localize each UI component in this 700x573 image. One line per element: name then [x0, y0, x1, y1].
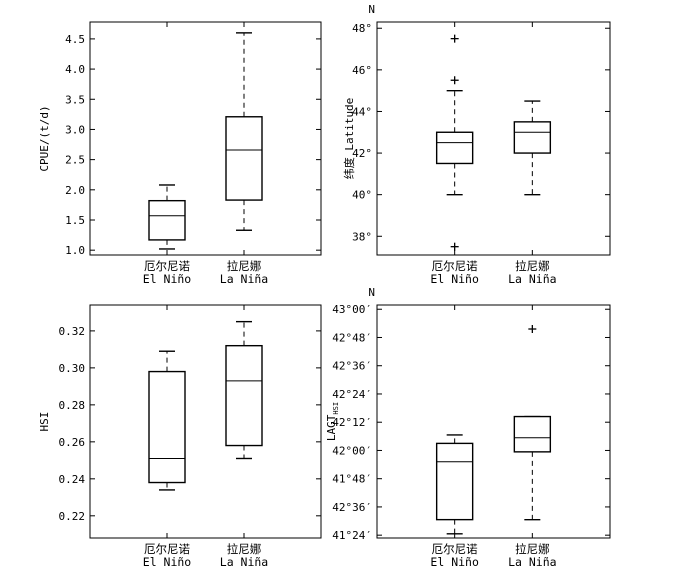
panel-cpue: 1.0 1.5 2.0 2.5 3.0 3.5 4.0 4.5 CPUE/(t/d) 厄尔尼诺El… [38, 21, 322, 286]
unit-label: N [368, 286, 375, 299]
iqr-box [513, 121, 552, 154]
category-label-cn: 拉尼娜 [515, 259, 550, 273]
axes-frame [376, 304, 611, 539]
panel-lagt: 41°24′ 42°36′ 41°48′ 42°00′ 42°12′ 42°24′ 42°3… [325, 286, 611, 569]
y-tick-label: 0.24 [59, 473, 86, 486]
category-label-en: El Niño [143, 272, 192, 286]
y-tick-label: 42°24′ [332, 388, 372, 401]
y-tick-label: 48° [352, 22, 372, 35]
axes-frame [89, 304, 322, 539]
y-tick-label: 42°36′ [332, 501, 372, 514]
iqr-box [435, 131, 474, 165]
axes-frame [89, 21, 322, 256]
y-tick-label: 41°48′ [332, 473, 372, 486]
iqr-box [435, 442, 474, 521]
category-label-cn: 拉尼娜 [227, 259, 262, 273]
y-tick-label: 3.0 [65, 123, 85, 136]
category-label-en: La Niña [508, 272, 556, 286]
category-label-en: La Niña [508, 555, 556, 568]
y-axis-label-text: CPUE/(t/d) [38, 105, 51, 171]
category-label-cn: 厄尔尼诺 [144, 542, 190, 556]
box-0 [148, 350, 186, 491]
y-tick-label: 0.22 [59, 510, 86, 523]
y-axis-label: 纬度 Latitude [342, 98, 356, 180]
box-0 [435, 434, 474, 535]
axes-frame [376, 21, 611, 256]
y-tick-label: 42°48′ [332, 331, 372, 344]
box-1 [225, 32, 263, 231]
y-tick-label: 42° [352, 147, 372, 160]
box-1 [513, 325, 552, 521]
y-axis-label: LAGTHSI [325, 402, 340, 441]
box-0 [435, 34, 474, 251]
y-tick-label: 4.5 [65, 33, 85, 46]
y-tick-label: 0.28 [59, 399, 86, 412]
outlier-marker [528, 325, 537, 334]
y-tick-label: 0.26 [59, 436, 86, 449]
category-label-en: El Niño [430, 555, 479, 568]
y-tick-label: 43°00′ [332, 303, 372, 316]
unit-label: N [368, 3, 375, 16]
y-axis-label-text: LAGT [325, 414, 338, 441]
y-tick-label: 2.0 [65, 184, 85, 197]
category-label-cn: 厄尔尼诺 [144, 259, 190, 273]
outlier-marker [450, 242, 459, 251]
category-label-en: La Niña [220, 272, 268, 286]
iqr-box [225, 116, 263, 201]
y-tick-label: 42°36′ [332, 360, 372, 373]
y-tick-label: 1.5 [65, 214, 85, 227]
category-label-cn: 厄尔尼诺 [432, 542, 478, 556]
iqr-box [513, 415, 552, 453]
category-label-en: El Niño [143, 555, 192, 568]
y-tick-label: 44° [352, 105, 372, 118]
y-tick-label: 42°12′ [332, 416, 372, 429]
y-tick-label: 38° [352, 230, 372, 243]
y-tick-label: 41°24′ [332, 529, 372, 542]
box-1 [225, 320, 263, 460]
y-axis-label-subscript: HSI [332, 402, 340, 415]
y-tick-label: 4.0 [65, 63, 85, 76]
y-tick-label: 2.5 [65, 154, 85, 167]
y-tick-label: 46° [352, 64, 372, 77]
category-label-en: El Niño [430, 272, 479, 286]
y-tick-label: 0.30 [59, 362, 86, 375]
category-label-cn: 厄尔尼诺 [432, 259, 478, 273]
outlier-marker [450, 34, 459, 43]
category-label-en: La Niña [220, 555, 268, 568]
y-axis-label: CPUE/(t/d) [38, 105, 51, 171]
y-axis-label: HSI [38, 412, 51, 432]
y-tick-label: 1.0 [65, 244, 85, 257]
y-tick-label: 0.32 [59, 325, 86, 338]
iqr-box [148, 370, 186, 484]
iqr-box [148, 199, 186, 241]
y-tick-label: 42°00′ [332, 444, 372, 457]
y-axis-label-text: HSI [38, 412, 51, 432]
y-tick-label: 40° [352, 189, 372, 202]
category-label-cn: 拉尼娜 [515, 542, 550, 556]
box-1 [513, 100, 552, 196]
outlier-marker [450, 76, 459, 85]
box-0 [148, 184, 186, 250]
iqr-box [225, 344, 263, 447]
y-axis-label-text: 纬度 Latitude [342, 98, 356, 180]
y-tick-label: 3.5 [65, 93, 85, 106]
category-label-cn: 拉尼娜 [227, 542, 262, 556]
